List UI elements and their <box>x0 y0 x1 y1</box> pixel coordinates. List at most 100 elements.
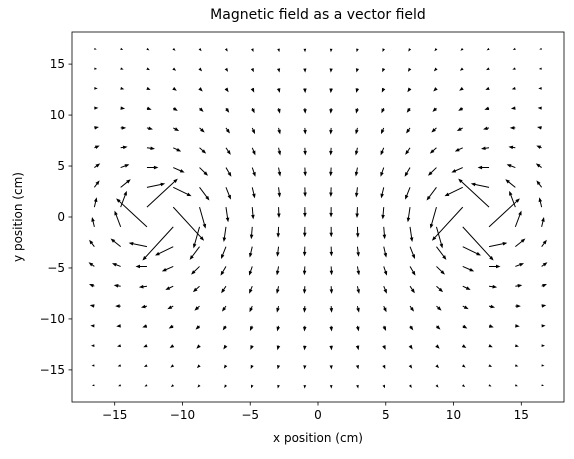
arrow <box>406 127 411 134</box>
arrow <box>140 304 148 309</box>
arrow <box>538 67 542 70</box>
arrow <box>199 107 204 112</box>
arrow <box>276 286 280 294</box>
x-tick-label: −15 <box>102 408 127 422</box>
arrow <box>117 344 121 348</box>
arrow <box>199 127 205 133</box>
arrow <box>155 246 174 256</box>
arrow <box>250 345 254 350</box>
arrow <box>432 107 437 112</box>
arrow <box>541 262 548 267</box>
arrow <box>303 345 307 351</box>
arrow <box>356 48 359 53</box>
arrow <box>146 165 159 170</box>
arrow <box>303 187 307 198</box>
arrow <box>303 88 307 94</box>
arrow <box>192 285 200 293</box>
arrow <box>356 266 361 276</box>
arrow <box>120 126 127 130</box>
arrow <box>355 226 360 238</box>
arrow <box>408 364 413 369</box>
arrow <box>173 186 192 197</box>
arrow <box>196 344 201 349</box>
arrow <box>535 163 542 168</box>
chart-title: Magnetic field as a vector field <box>210 7 426 23</box>
arrow <box>381 107 385 114</box>
arrow <box>120 47 124 50</box>
arrow <box>408 48 412 52</box>
arrow <box>407 67 412 72</box>
arrow <box>276 305 280 313</box>
arrow <box>541 384 545 387</box>
arrow <box>462 305 469 310</box>
x-tick-label: −10 <box>170 408 195 422</box>
arrow <box>93 180 100 188</box>
arrow <box>199 206 207 229</box>
arrow <box>115 304 121 308</box>
arrow <box>146 146 155 151</box>
arrow <box>329 226 334 238</box>
y-tick-label: −15 <box>40 363 65 377</box>
arrow <box>509 190 516 208</box>
arrow <box>89 304 95 308</box>
arrow <box>409 226 414 243</box>
arrow <box>146 182 166 188</box>
arrow <box>138 284 148 289</box>
arrow <box>277 384 280 389</box>
arrow <box>225 207 230 223</box>
arrow <box>248 246 253 258</box>
arrow <box>110 238 121 248</box>
arrow <box>381 87 386 93</box>
arrow <box>436 305 442 311</box>
arrow <box>146 67 150 71</box>
arrow <box>222 226 227 243</box>
arrow <box>220 266 227 276</box>
arrow <box>541 304 547 308</box>
arrow <box>128 242 148 248</box>
arrow <box>506 164 516 169</box>
arrow <box>302 246 307 257</box>
x-axis-label: x position (cm) <box>273 431 363 445</box>
x-tick-label: 5 <box>382 408 390 422</box>
arrow <box>116 324 121 328</box>
arrow <box>510 106 516 110</box>
arrow <box>489 264 501 269</box>
arrow <box>356 246 360 257</box>
arrow <box>142 226 174 261</box>
arrow <box>276 345 281 351</box>
arrow <box>329 266 334 276</box>
arrow <box>173 127 180 131</box>
arrow <box>91 364 95 367</box>
arrow <box>537 106 542 110</box>
arrow <box>94 145 100 149</box>
arrow <box>250 364 254 370</box>
arrow <box>515 284 523 288</box>
arrow <box>277 207 281 219</box>
arrow <box>173 147 182 152</box>
arrow <box>405 147 411 155</box>
arrow <box>303 167 307 177</box>
arrow <box>90 324 95 328</box>
arrow <box>356 305 360 313</box>
arrow <box>117 364 122 367</box>
arrow <box>195 325 201 330</box>
arrow <box>382 48 385 52</box>
arrow <box>111 263 121 267</box>
arrow <box>355 325 360 332</box>
arrow <box>173 167 185 173</box>
arrow <box>488 364 493 367</box>
arrow <box>436 285 444 293</box>
arrow <box>223 364 228 369</box>
arrow <box>511 86 516 90</box>
arrow <box>329 325 334 332</box>
arrow <box>538 197 543 208</box>
arrow <box>454 147 463 152</box>
arrow <box>302 306 307 313</box>
arrow <box>329 68 333 73</box>
arrow <box>89 284 95 288</box>
arrow <box>146 86 151 90</box>
arrow <box>276 226 281 238</box>
arrow <box>514 364 519 367</box>
arrow <box>302 325 307 332</box>
